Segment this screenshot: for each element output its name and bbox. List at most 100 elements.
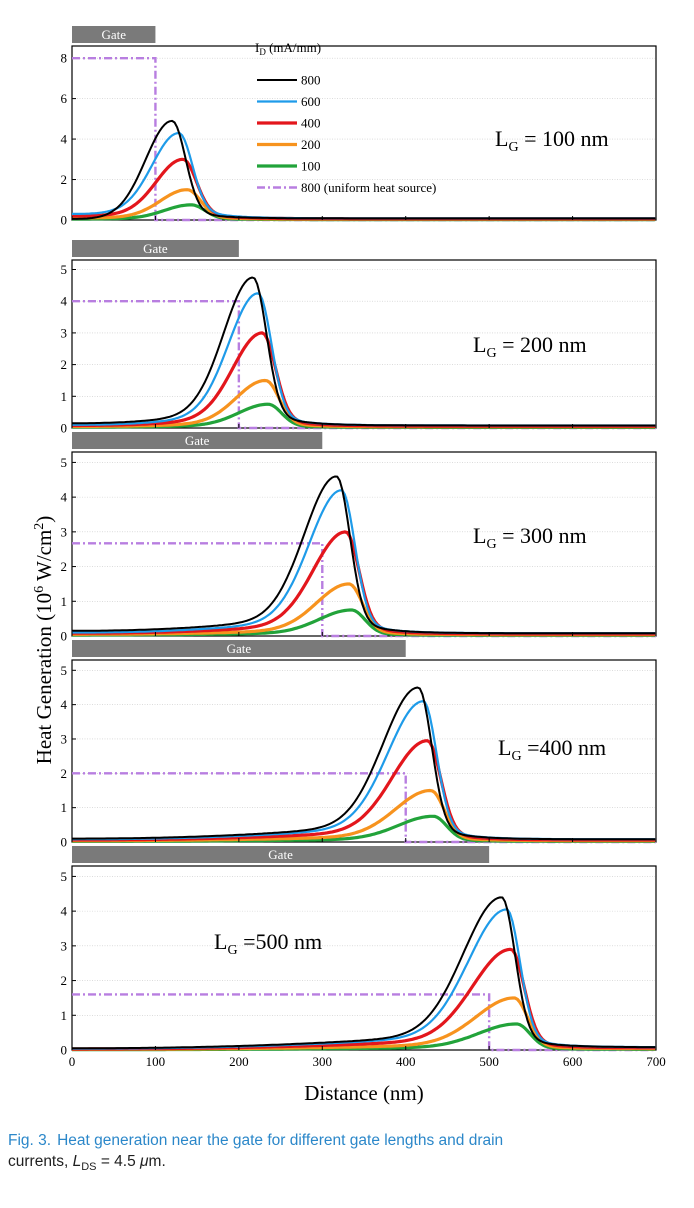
y-tick-label: 1 bbox=[61, 594, 68, 609]
y-tick-label: 3 bbox=[61, 731, 68, 746]
caption-ds: DS bbox=[81, 1161, 97, 1174]
y-tick-label: 8 bbox=[61, 51, 68, 66]
y-axis-label-sup2: 2 bbox=[32, 523, 47, 530]
y-axis-label-sup1: 6 bbox=[32, 586, 47, 593]
panel-label-sub: G bbox=[508, 140, 518, 155]
y-tick-label: 3 bbox=[61, 524, 68, 539]
y-tick-label: 2 bbox=[61, 766, 68, 781]
y-tick-label: 2 bbox=[61, 559, 68, 574]
gate-label: Gate bbox=[227, 641, 252, 656]
panel-label-main: L bbox=[495, 126, 508, 151]
series-uniform-heat-source bbox=[72, 772, 656, 844]
y-tick-label: 3 bbox=[61, 938, 68, 953]
panel-label-rest: = 300 nm bbox=[497, 523, 587, 548]
panel-label: LG =500 nm bbox=[214, 929, 322, 958]
chart-panel-1: 0 2 4 6 8 Gate LG = 100 nm bbox=[61, 26, 657, 228]
gate-label: Gate bbox=[268, 847, 293, 862]
y-tick-label: 5 bbox=[61, 663, 68, 678]
x-tick-label: 600 bbox=[563, 1054, 583, 1069]
y-tick-label: 0 bbox=[61, 421, 68, 436]
panel-label: LG = 200 nm bbox=[473, 332, 587, 361]
series-800-line bbox=[72, 119, 656, 220]
gate-bar bbox=[72, 26, 156, 43]
panel-label-sub: G bbox=[486, 346, 496, 361]
x-tick-label: 200 bbox=[229, 1054, 249, 1069]
caption-text2-c: m. bbox=[148, 1153, 166, 1170]
y-tick-label: 0 bbox=[61, 213, 68, 228]
panel-label-rest: =500 nm bbox=[238, 929, 323, 954]
x-tick-label: 700 bbox=[646, 1054, 666, 1069]
series-800-line bbox=[72, 686, 656, 841]
y-tick-label: 2 bbox=[61, 357, 68, 372]
panel-label-main: L bbox=[498, 735, 511, 760]
y-tick-label: 4 bbox=[61, 697, 68, 712]
y-axis-label-end: ) bbox=[32, 516, 56, 523]
caption-text2-a: currents, bbox=[8, 1153, 73, 1170]
panel-label: LG = 300 nm bbox=[473, 523, 587, 552]
legend-title: ID (mA/mm) bbox=[255, 40, 321, 57]
y-axis-label-mid: W/cm bbox=[32, 530, 56, 586]
chart-panel-4: 0 1 2 3 4 5 Gate LG =400 nm bbox=[61, 640, 657, 850]
x-axis-label: Distance (nm) bbox=[304, 1081, 424, 1105]
chart-panel-2: 0 1 2 3 4 5 Gate LG = 200 nm bbox=[61, 240, 657, 436]
y-tick-label: 5 bbox=[61, 869, 68, 884]
panel-label-rest: =400 nm bbox=[522, 735, 607, 760]
legend-label-6: 800 (uniform heat source) bbox=[301, 180, 436, 195]
figure: 0 2 4 6 8 Gate LG = 100 nm 0 1 2 3 4 5 Gate LG = 200 n… bbox=[32, 26, 666, 1105]
legend-title-sub: D bbox=[259, 47, 266, 57]
panel-label: LG = 100 nm bbox=[495, 126, 609, 155]
caption-text2-b: = 4.5 bbox=[96, 1153, 141, 1170]
panel-label: LG =400 nm bbox=[498, 735, 606, 764]
y-axis-label: Heat Generation (106 W/cm2) bbox=[32, 516, 56, 765]
gate-bar bbox=[72, 240, 239, 257]
y-tick-label: 4 bbox=[61, 904, 68, 919]
gate-label: Gate bbox=[101, 27, 126, 42]
y-tick-label: 4 bbox=[61, 294, 68, 309]
panel-label-main: L bbox=[473, 523, 486, 548]
chart-panel-5: 0 1 2 3 4 5 Gate 0 100 200 300 400 500 600 700 LG =500 … bbox=[61, 846, 666, 1069]
y-tick-label: 2 bbox=[61, 973, 68, 988]
chart-panels: 0 2 4 6 8 Gate LG = 100 nm 0 1 2 3 4 5 Gate LG = 200 n… bbox=[61, 26, 666, 1069]
y-axis-label-main: Heat Generation (10 bbox=[32, 593, 56, 764]
y-tick-label: 6 bbox=[61, 91, 68, 106]
series-800-line bbox=[72, 896, 656, 1050]
plot-frame bbox=[71, 659, 657, 843]
legend-label-5: 100 bbox=[301, 159, 321, 174]
legend-label-2: 600 bbox=[301, 94, 321, 109]
gate-label: Gate bbox=[185, 433, 210, 448]
legend-label-4: 200 bbox=[301, 137, 321, 152]
chart-panel-3: 0 1 2 3 4 5 Gate LG = 300 nm bbox=[61, 432, 657, 644]
legend-title-rest: (mA/mm) bbox=[266, 40, 321, 55]
x-tick-label: 400 bbox=[396, 1054, 416, 1069]
plot-frame bbox=[71, 865, 657, 1051]
series-800-line bbox=[72, 475, 656, 635]
caption-mu: μ bbox=[140, 1153, 149, 1170]
y-tick-label: 5 bbox=[61, 262, 68, 277]
y-tick-label: 4 bbox=[61, 132, 68, 147]
gate-bar bbox=[72, 640, 406, 657]
y-tick-label: 0 bbox=[61, 1043, 68, 1058]
panel-label-sub: G bbox=[486, 537, 496, 552]
figure-caption: Fig. 3. Heat generation near the gate for… bbox=[8, 1130, 688, 1178]
caption-text2: currents, LDS = 4.5 μm. bbox=[8, 1153, 166, 1174]
gate-bar bbox=[72, 432, 323, 449]
x-tick-label: 100 bbox=[146, 1054, 166, 1069]
y-tick-label: 1 bbox=[61, 389, 68, 404]
gate-bar bbox=[72, 846, 490, 863]
panel-label-main: L bbox=[214, 929, 227, 954]
x-tick-label: 500 bbox=[479, 1054, 499, 1069]
y-tick-label: 3 bbox=[61, 325, 68, 340]
x-tick-label: 0 bbox=[69, 1054, 76, 1069]
y-tick-label: 0 bbox=[61, 629, 68, 644]
y-tick-label: 1 bbox=[61, 1008, 68, 1023]
legend-title-main: I bbox=[255, 40, 259, 55]
series-800-line bbox=[72, 276, 656, 427]
legend-label-3: 400 bbox=[301, 116, 321, 131]
y-tick-label: 5 bbox=[61, 455, 68, 470]
x-tick-label: 300 bbox=[313, 1054, 333, 1069]
y-tick-label: 1 bbox=[61, 800, 68, 815]
plot-frame bbox=[71, 45, 657, 221]
caption-l: L bbox=[72, 1153, 82, 1170]
plot-frame bbox=[71, 259, 657, 429]
gate-label: Gate bbox=[143, 241, 168, 256]
